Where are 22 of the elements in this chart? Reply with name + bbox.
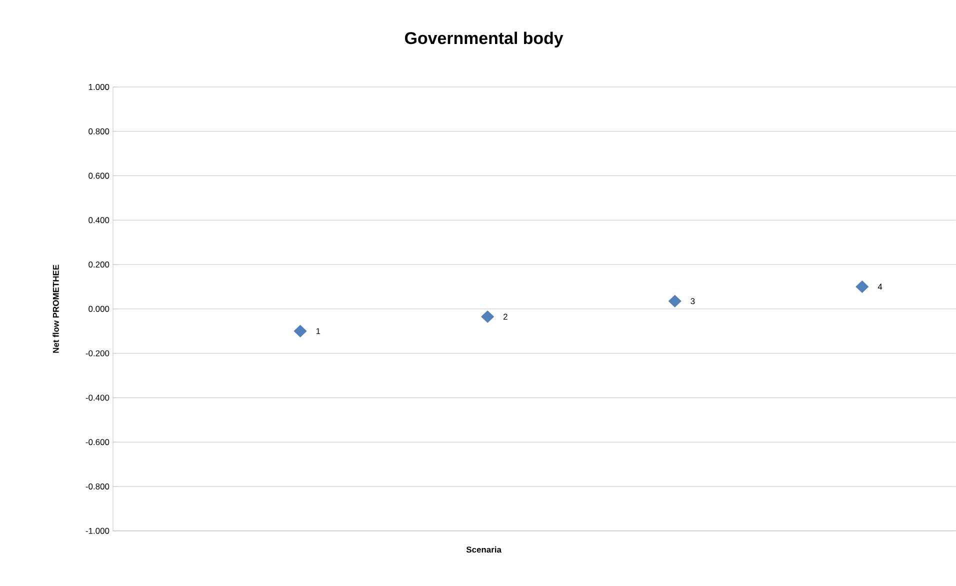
y-tick-label: -0.400 bbox=[86, 394, 110, 401]
point bbox=[856, 280, 869, 293]
y-tick-label: -0.800 bbox=[86, 484, 110, 490]
annotation: 1 bbox=[316, 328, 320, 334]
annotation: 3 bbox=[690, 298, 695, 304]
y-tick-label: 1.000 bbox=[88, 84, 110, 90]
point bbox=[668, 295, 682, 308]
annotation: 2 bbox=[504, 314, 508, 320]
point bbox=[294, 324, 307, 338]
chart-title: Governmental body bbox=[405, 32, 564, 48]
y-tick-label: -0.200 bbox=[86, 350, 110, 356]
y-tick-label: 0.000 bbox=[88, 306, 110, 312]
x-axis-title: Scenaria bbox=[466, 546, 502, 553]
y-axis-title: Net flow PROMETHEE bbox=[52, 264, 59, 353]
annotation: 4 bbox=[878, 284, 882, 290]
y-tick-label: -1.000 bbox=[86, 528, 110, 534]
y-tick-label: 0.200 bbox=[88, 262, 110, 268]
y-tick-label: 0.600 bbox=[88, 172, 110, 179]
y-tick-label: -0.600 bbox=[86, 439, 110, 446]
y-tick-label: 0.400 bbox=[88, 217, 110, 224]
point bbox=[481, 310, 494, 323]
y-tick-label: 0.800 bbox=[88, 128, 110, 134]
